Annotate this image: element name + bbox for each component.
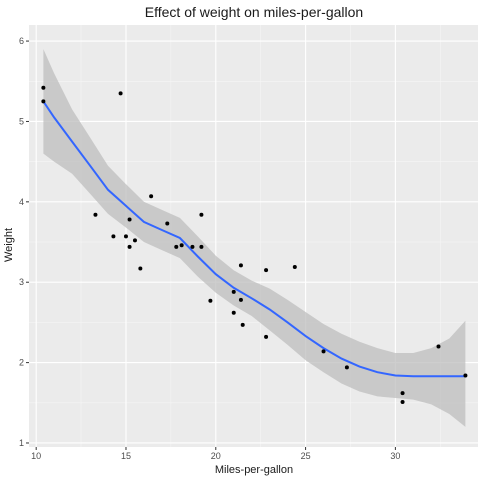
x-tick-label: 20 — [211, 451, 221, 461]
data-point — [293, 265, 297, 269]
x-tick-label: 30 — [390, 451, 400, 461]
data-point — [41, 99, 45, 103]
y-tick-label: 5 — [19, 116, 24, 126]
data-point — [93, 213, 97, 217]
x-axis-title: Miles-per-gallon — [215, 464, 293, 476]
data-point — [239, 263, 243, 267]
data-point — [463, 373, 467, 377]
data-point — [165, 222, 169, 226]
data-point — [190, 245, 194, 249]
x-tick-label: 15 — [121, 451, 131, 461]
y-tick-label: 4 — [19, 197, 24, 207]
data-point — [128, 218, 132, 222]
y-tick-label: 2 — [19, 358, 24, 368]
data-point — [322, 349, 326, 353]
y-tick-label: 6 — [19, 36, 24, 46]
data-point — [436, 345, 440, 349]
y-tick-label: 3 — [19, 277, 24, 287]
data-point — [264, 335, 268, 339]
data-point — [401, 391, 405, 395]
data-point — [124, 234, 128, 238]
data-point — [41, 86, 45, 90]
data-point — [232, 290, 236, 294]
data-point — [180, 243, 184, 247]
data-point — [149, 194, 153, 198]
data-point — [345, 365, 349, 369]
x-tick-label: 25 — [301, 451, 311, 461]
data-point — [199, 213, 203, 217]
data-point — [128, 245, 132, 249]
data-point — [239, 298, 243, 302]
y-axis-title: Weight — [3, 228, 15, 262]
data-point — [241, 323, 245, 327]
data-point — [111, 234, 115, 238]
data-point — [208, 299, 212, 303]
data-point — [174, 245, 178, 249]
data-point — [232, 311, 236, 315]
data-point — [133, 238, 137, 242]
chart-title: Effect of weight on miles-per-gallon — [145, 4, 363, 20]
x-tick-label: 10 — [31, 451, 41, 461]
y-tick-label: 1 — [19, 438, 24, 448]
data-point — [138, 267, 142, 271]
data-point — [199, 245, 203, 249]
data-point — [401, 400, 405, 404]
data-point — [119, 91, 123, 95]
data-point — [264, 268, 268, 272]
